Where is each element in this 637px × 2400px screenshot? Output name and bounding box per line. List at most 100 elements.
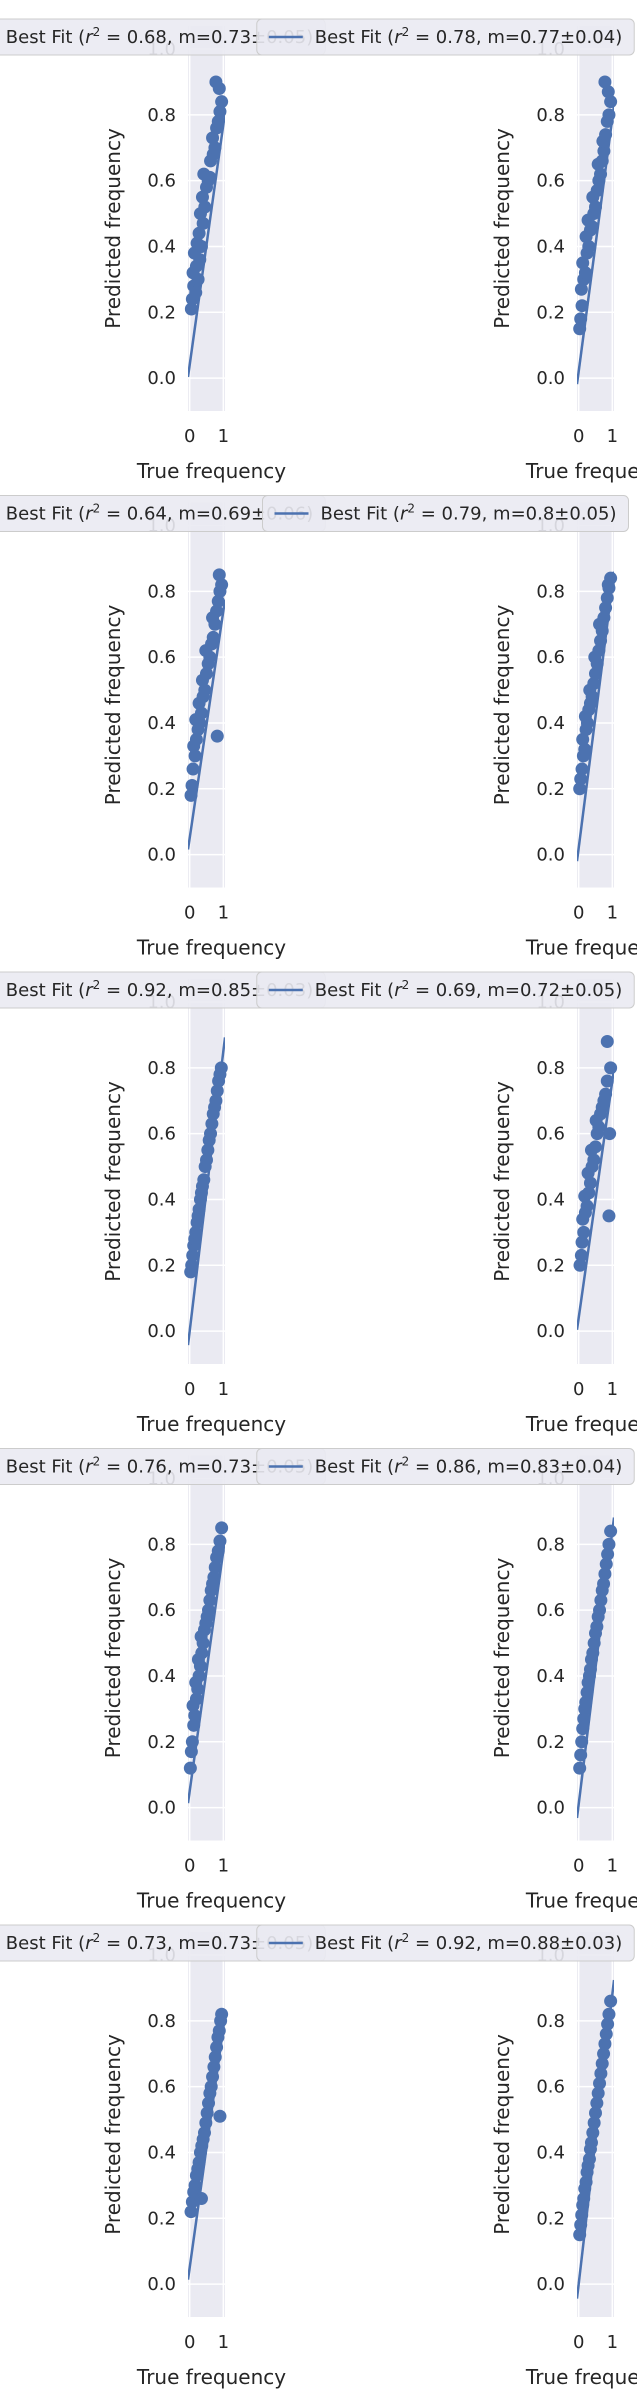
x-tick-label: 0 bbox=[184, 426, 195, 447]
x-tick-label: 0 bbox=[184, 1856, 195, 1877]
data-point bbox=[211, 114, 225, 128]
y-tick-label: 0.8 bbox=[536, 581, 565, 602]
data-point bbox=[575, 1235, 589, 1249]
data-point bbox=[215, 578, 229, 592]
data-point bbox=[582, 2152, 596, 2166]
y-tick-label: 0.2 bbox=[147, 2208, 176, 2229]
data-point bbox=[198, 200, 212, 214]
data-point bbox=[604, 1994, 618, 2008]
data-point bbox=[577, 2192, 591, 2206]
legend-label: Best Fit (r2 = 0.78, m=0.77±0.04) bbox=[315, 25, 622, 48]
y-axis-label: Predicted frequency bbox=[490, 2034, 514, 2235]
scatter-panel: 0.00.20.40.60.81.001True frequencyPredic… bbox=[0, 971, 326, 1436]
x-tick-label: 1 bbox=[218, 1856, 229, 1877]
data-point bbox=[192, 2155, 206, 2169]
data-point bbox=[587, 1153, 601, 1167]
data-point bbox=[573, 1761, 587, 1775]
data-point bbox=[593, 1603, 607, 1617]
scatter-panel: 0.00.20.40.60.81.001True frequencyPredic… bbox=[256, 1448, 637, 1913]
data-point bbox=[205, 1117, 219, 1131]
y-tick-label: 0.0 bbox=[147, 368, 176, 389]
data-point bbox=[600, 1035, 614, 1049]
data-point bbox=[210, 729, 224, 743]
data-point bbox=[183, 1761, 197, 1775]
x-axis-label: True frequency bbox=[525, 2365, 637, 2389]
data-point bbox=[599, 2027, 613, 2041]
y-tick-label: 0.4 bbox=[536, 2142, 565, 2163]
data-point bbox=[188, 749, 202, 763]
data-point bbox=[573, 782, 587, 796]
y-tick-label: 0.6 bbox=[536, 2077, 565, 2098]
data-point bbox=[184, 1745, 198, 1759]
legend-box bbox=[256, 1448, 635, 1485]
data-point bbox=[200, 1153, 213, 1167]
data-point bbox=[603, 1127, 617, 1141]
x-axis-label: True frequency bbox=[525, 1412, 637, 1436]
y-tick-label: 0.2 bbox=[536, 2208, 565, 2229]
y-axis-label: Predicted frequency bbox=[101, 1558, 125, 1759]
scatter-panel: 0.00.20.40.60.81.001True frequencyPredic… bbox=[256, 971, 637, 1436]
data-point bbox=[207, 1570, 221, 1584]
y-tick-label: 0.4 bbox=[147, 236, 176, 257]
data-point bbox=[574, 282, 588, 296]
data-point bbox=[595, 2057, 609, 2071]
x-tick-label: 0 bbox=[573, 1379, 584, 1400]
data-point bbox=[192, 1669, 206, 1683]
data-point bbox=[601, 1547, 615, 1561]
y-tick-label: 0.2 bbox=[147, 1255, 176, 1276]
data-point bbox=[184, 302, 198, 316]
legend: Best Fit (r2 = 0.64, m=0.69±0.06) bbox=[0, 495, 326, 532]
data-point bbox=[600, 1074, 614, 1088]
data-point bbox=[576, 732, 590, 746]
data-point bbox=[195, 1646, 209, 1660]
y-tick-label: 0.2 bbox=[147, 1732, 176, 1753]
y-tick-label: 0.8 bbox=[147, 105, 176, 126]
data-point bbox=[191, 272, 205, 286]
data-point bbox=[574, 312, 588, 326]
legend: Best Fit (r2 = 0.69, m=0.72±0.05) bbox=[256, 971, 635, 1009]
data-point bbox=[586, 2126, 600, 2140]
data-point bbox=[587, 2116, 601, 2130]
scatter-panel: 0.00.20.40.60.81.001True frequencyPredic… bbox=[0, 18, 326, 483]
data-point bbox=[598, 1567, 612, 1581]
data-point bbox=[575, 1735, 589, 1749]
data-point bbox=[597, 144, 611, 158]
x-tick-label: 1 bbox=[607, 2332, 618, 2353]
legend-label: Best Fit (r2 = 0.69, m=0.72±0.05) bbox=[315, 978, 622, 1001]
y-tick-label: 0.6 bbox=[147, 171, 176, 192]
data-point bbox=[194, 706, 208, 720]
data-point bbox=[584, 2136, 598, 2150]
data-point bbox=[589, 2106, 602, 2120]
data-point bbox=[574, 1748, 588, 1762]
y-axis-label: Predicted frequency bbox=[101, 128, 125, 329]
y-tick-label: 0.8 bbox=[147, 1058, 176, 1079]
x-tick-label: 1 bbox=[607, 1856, 618, 1877]
y-tick-label: 0.8 bbox=[536, 2011, 565, 2032]
data-point bbox=[210, 604, 224, 618]
data-point bbox=[591, 2086, 605, 2100]
data-point bbox=[576, 256, 590, 270]
data-point bbox=[590, 2096, 604, 2110]
legend-box bbox=[256, 971, 635, 1009]
data-point bbox=[587, 676, 601, 690]
x-tick-label: 0 bbox=[184, 903, 195, 924]
data-point bbox=[212, 568, 226, 582]
y-tick-label: 0.0 bbox=[536, 1798, 565, 1819]
y-tick-label: 0.6 bbox=[147, 1600, 176, 1621]
data-point bbox=[208, 141, 222, 155]
data-point bbox=[197, 2126, 211, 2140]
data-point bbox=[197, 167, 211, 181]
scatter-panel: 0.00.20.40.60.81.001True frequencyPredic… bbox=[0, 1448, 326, 1913]
x-tick-label: 1 bbox=[218, 1379, 229, 1400]
y-tick-label: 0.0 bbox=[147, 1321, 176, 1342]
data-point bbox=[579, 1695, 593, 1709]
x-tick-label: 0 bbox=[573, 2332, 584, 2353]
y-tick-label: 0.8 bbox=[536, 1058, 565, 1079]
data-point bbox=[187, 1718, 201, 1732]
y-tick-label: 0.4 bbox=[536, 1189, 565, 1210]
data-point bbox=[199, 2116, 213, 2130]
legend: Best Fit (r2 = 0.86, m=0.83±0.04) bbox=[256, 1448, 635, 1485]
data-point bbox=[589, 1140, 602, 1154]
x-tick-label: 0 bbox=[184, 2332, 195, 2353]
data-point bbox=[597, 1577, 611, 1591]
